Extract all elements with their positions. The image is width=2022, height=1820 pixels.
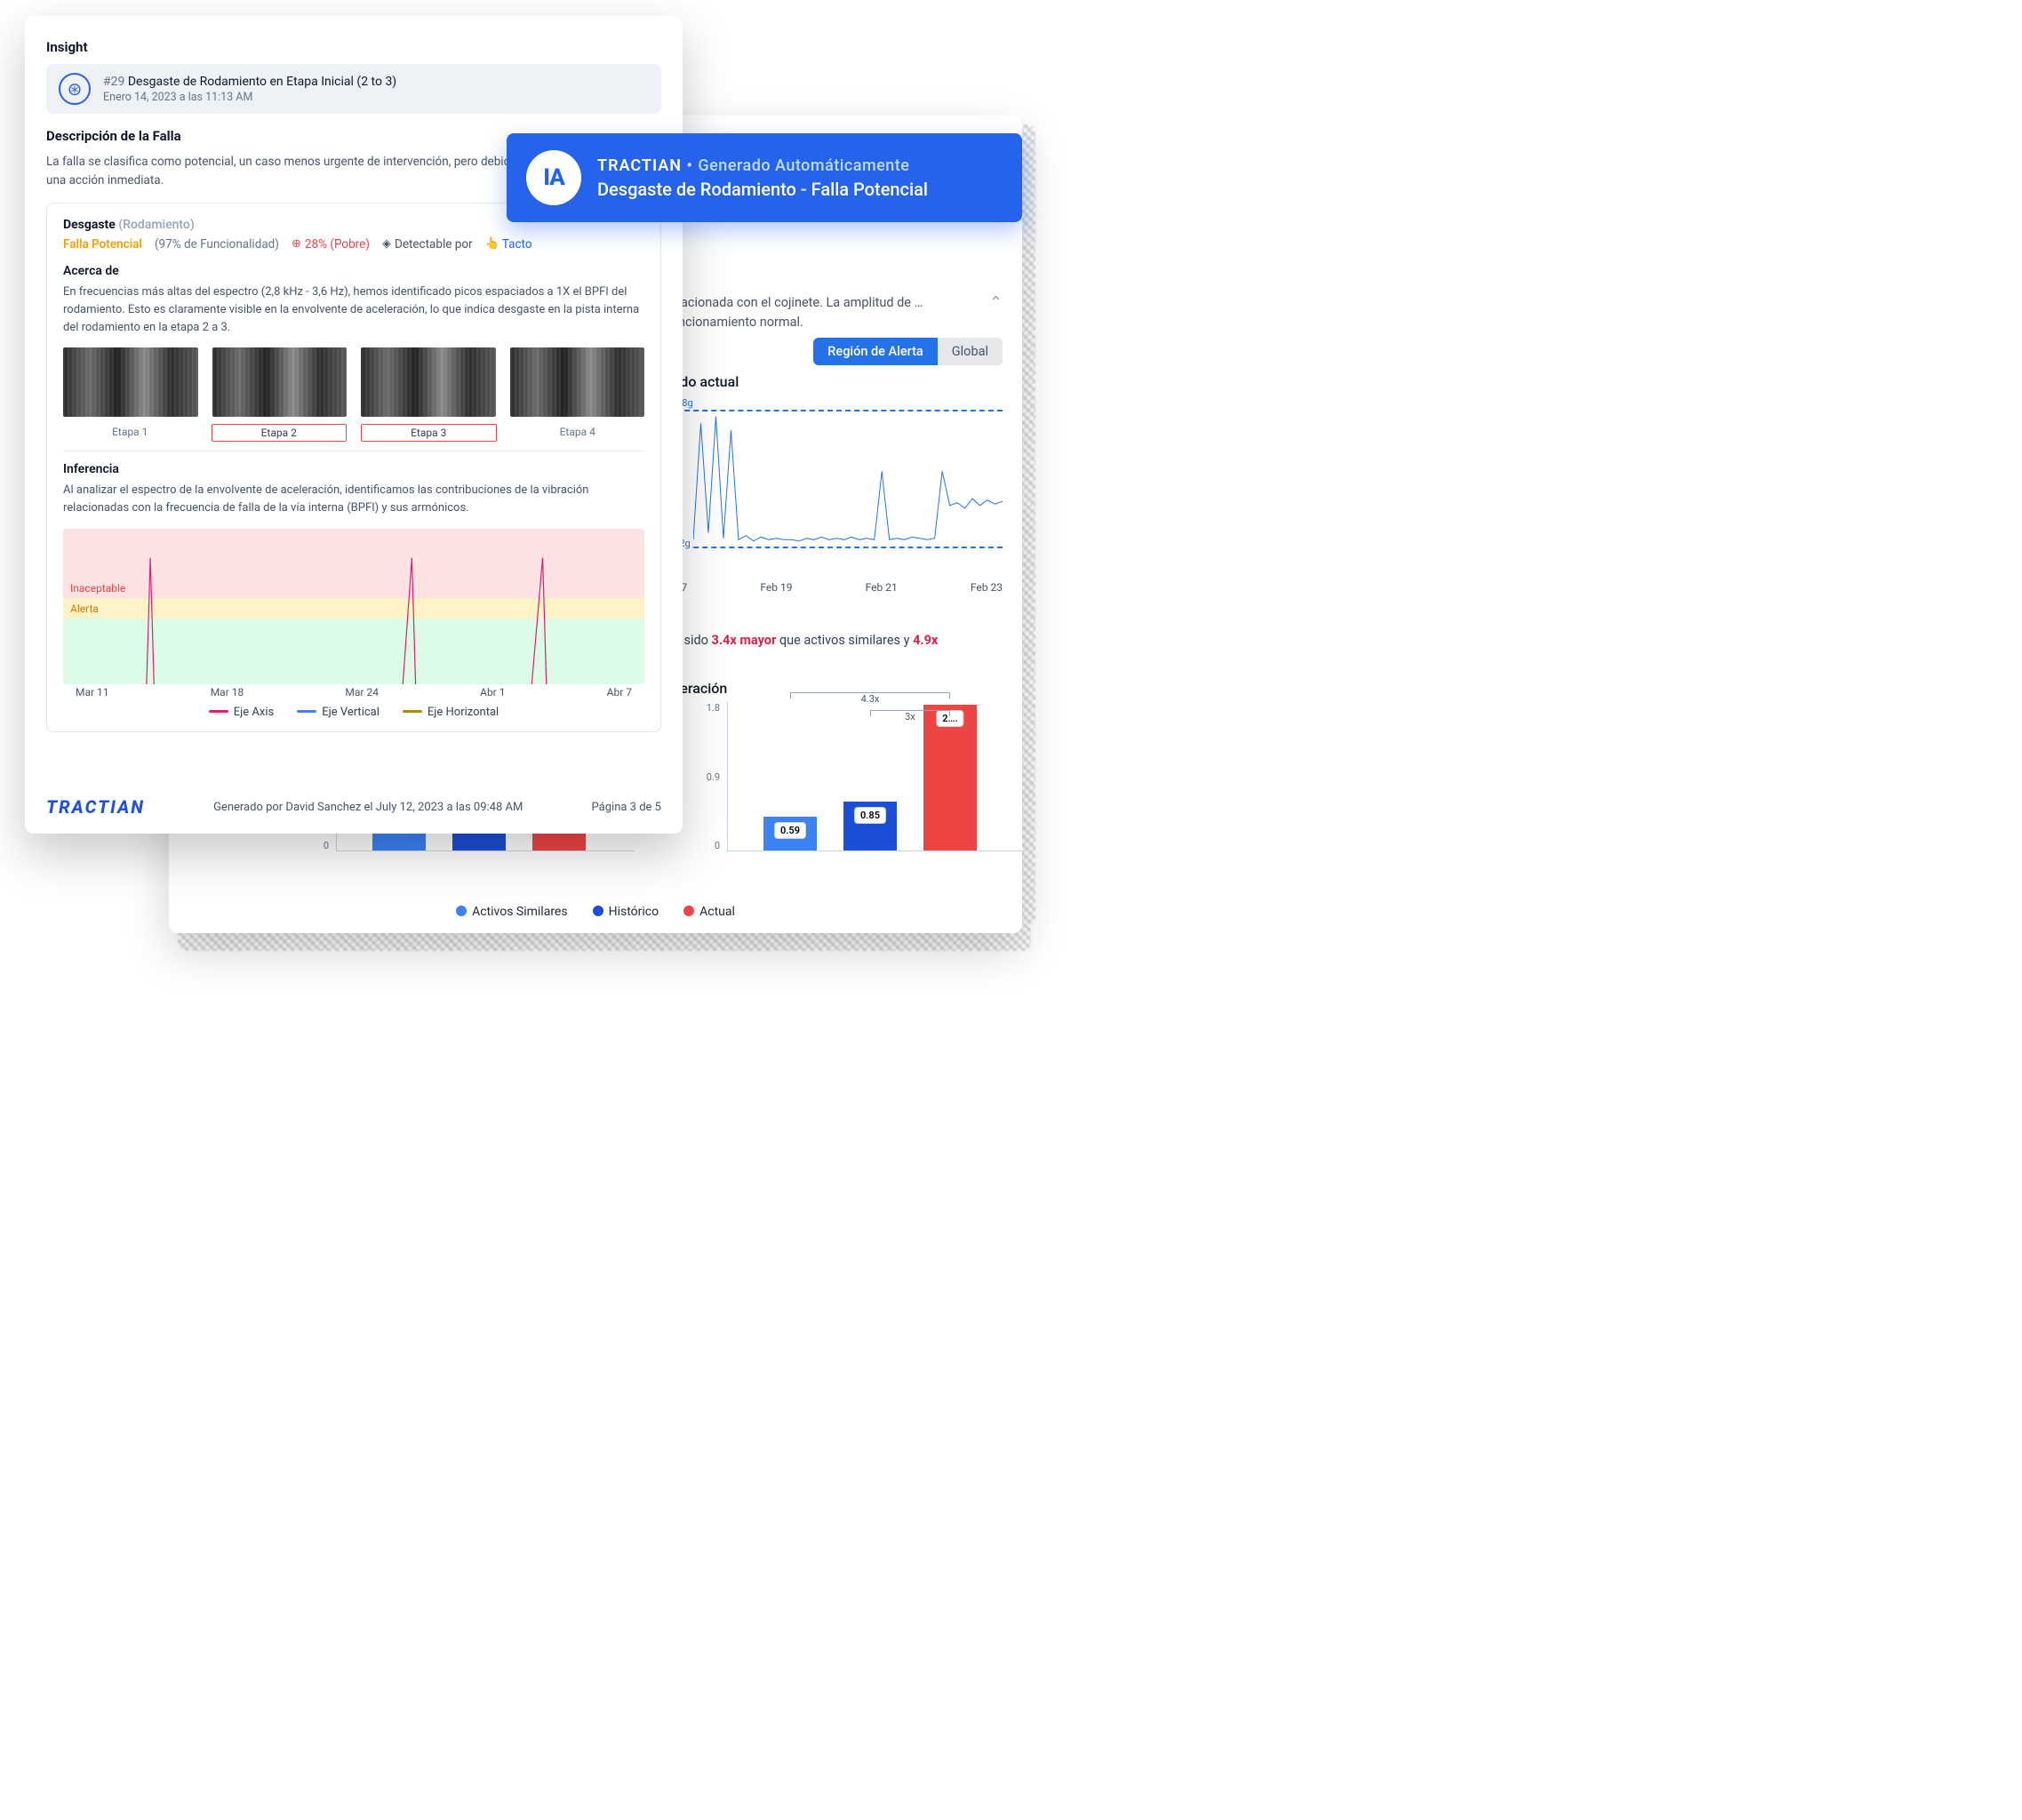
tractian-logo: TRACTIAN xyxy=(46,796,145,818)
ai-badge-icon: IA xyxy=(526,150,581,205)
bar-hist: 0.85 xyxy=(843,802,897,850)
inference-legend-axis: Eje Axis xyxy=(209,706,274,719)
status-functionality: (97% de Funcionalidad) xyxy=(155,237,279,251)
acceleration-line-chart: 3.08g 002g b 17Feb 19Feb 21Feb 23 xyxy=(667,404,1003,578)
target-icon: ◈ xyxy=(382,237,391,251)
inference-legend-vertical: Eje Vertical xyxy=(297,706,380,719)
stage-3-thumb[interactable] xyxy=(361,347,496,417)
status-detectable: ◈Detectable por xyxy=(382,237,473,251)
stage-1-thumb[interactable] xyxy=(63,347,198,417)
generated-by-text: Generado por David Sanchez el July 12, 2… xyxy=(213,801,523,814)
status-potential: Falla Potencial xyxy=(63,237,142,251)
bearing-summary-text: relacionada con el cojinete. La amplitud… xyxy=(667,293,981,333)
insight-pill[interactable]: ⊛ #29 Desgaste de Rodamiento en Etapa In… xyxy=(46,64,661,114)
insight-heading: Insight xyxy=(46,39,661,55)
stage-1-label: Etapa 1 xyxy=(63,424,197,442)
stage-thumbnails xyxy=(63,347,644,417)
inference-heading: Inferencia xyxy=(63,462,644,476)
failure-detail-box: Desgaste (Rodamiento) Falla Potencial (9… xyxy=(46,203,661,732)
inference-legend: Eje Axis Eje Vertical Eje Horizontal xyxy=(63,706,644,722)
ai-generated-banner: IA TRACTIAN • Generado Automáticamente D… xyxy=(507,133,1022,222)
about-text: En frecuencias más altas del espectro (2… xyxy=(63,283,644,337)
scope-toggle: Región de Alerta Global xyxy=(813,338,1003,365)
legend-similar: Activos Similares xyxy=(456,905,568,919)
bar-legend: Activos Similares Histórico Actual xyxy=(169,905,1022,919)
about-heading: Acerca de xyxy=(63,264,644,278)
stage-3-label: Etapa 3 xyxy=(361,424,497,442)
inference-line-chart: InaceptableAlerta xyxy=(63,529,644,684)
stage-2-label: Etapa 2 xyxy=(212,424,348,442)
inference-legend-horizontal: Eje Horizontal xyxy=(403,706,499,719)
toggle-region[interactable]: Región de Alerta xyxy=(813,338,937,365)
stage-4-label: Etapa 4 xyxy=(511,424,645,442)
report-footer: TRACTIAN Generado por David Sanchez el J… xyxy=(46,780,661,818)
stage-2-thumb[interactable] xyxy=(212,347,348,417)
page-indicator: Página 3 de 5 xyxy=(592,801,661,814)
status-poor: ⊕28% (Pobre) xyxy=(292,237,370,251)
collapse-chevron-icon[interactable]: ⌃ xyxy=(989,293,1003,312)
status-row: Falla Potencial (97% de Funcionalidad) ⊕… xyxy=(63,237,644,251)
bar-actual: 2…. xyxy=(923,705,977,850)
hand-icon: 👆 xyxy=(485,237,500,251)
comparison-summary: ha sido 3.4x mayor que activos similares… xyxy=(667,631,979,651)
inference-text: Al analizar el espectro de la envolvente… xyxy=(63,482,644,517)
legend-actual: Actual xyxy=(683,905,735,919)
legend-historic: Histórico xyxy=(593,905,659,919)
stage-4-thumb[interactable] xyxy=(510,347,645,417)
health-icon: ⊕ xyxy=(292,237,301,251)
status-tacto: 👆Tacto xyxy=(485,237,532,251)
toggle-global[interactable]: Global xyxy=(938,338,1003,365)
bar-similar: 0.59 xyxy=(763,817,817,850)
bearing-icon: ⊛ xyxy=(59,73,91,105)
rms-accel-bar-chart: RMS Acc… 1.80.90 0.590.852….4.3x3x xyxy=(675,702,1022,871)
